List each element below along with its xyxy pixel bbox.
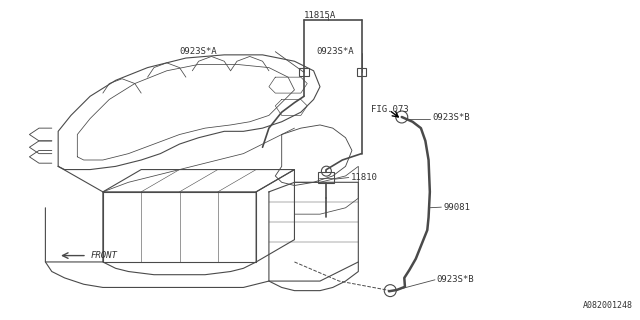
Text: 11815A: 11815A — [304, 11, 336, 20]
Text: 0923S*A: 0923S*A — [317, 46, 355, 56]
Text: FRONT: FRONT — [90, 251, 117, 260]
Text: A082001248: A082001248 — [583, 301, 633, 310]
Bar — [299, 68, 309, 76]
Text: 0923S*B: 0923S*B — [433, 114, 470, 123]
Text: 0923S*B: 0923S*B — [437, 275, 474, 284]
Text: 11810: 11810 — [351, 173, 378, 182]
Text: 99081: 99081 — [444, 203, 470, 212]
Text: 0923S*A: 0923S*A — [179, 46, 217, 56]
Bar — [319, 172, 334, 183]
Bar — [356, 68, 367, 76]
Text: FIG.073: FIG.073 — [371, 105, 409, 114]
